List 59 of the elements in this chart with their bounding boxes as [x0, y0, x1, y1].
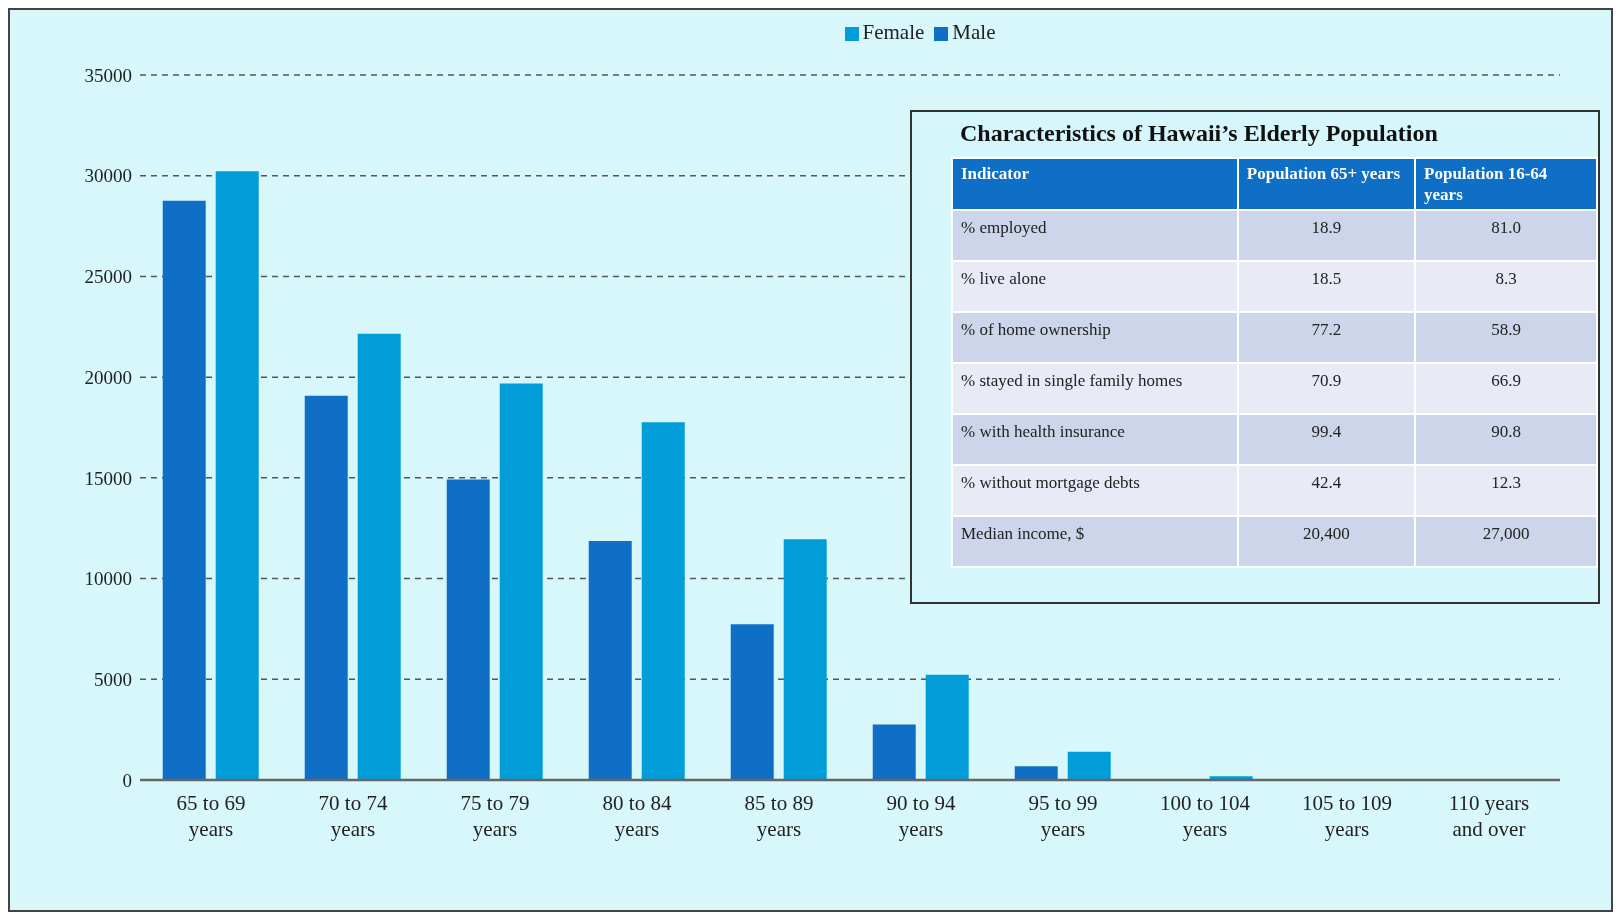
annotation: 18.9: [1237, 210, 1416, 261]
bar: [925, 674, 969, 780]
bar: [499, 383, 543, 780]
annotation: 27,000: [1415, 516, 1597, 567]
y-tick-label: 10000: [84, 568, 132, 590]
bar: [1014, 766, 1058, 780]
annotation: 90.8: [1415, 414, 1597, 465]
bar: [304, 395, 348, 780]
annotation: 58.9: [1415, 312, 1597, 363]
bar: [872, 724, 916, 780]
annotation: % with health insurance: [952, 414, 1238, 465]
x-tick-label: 105 to 109 years: [1302, 791, 1392, 841]
annotation: 70.9: [1237, 363, 1416, 414]
y-tick-label: 0: [122, 769, 132, 791]
y-tick-label: 25000: [84, 266, 132, 288]
annotation: Indicator: [952, 158, 1238, 210]
legend-label: Female: [862, 20, 925, 44]
x-tick-label: 70 to 74 years: [318, 791, 388, 841]
bar: [162, 200, 206, 780]
annotation: 77.2: [1237, 312, 1416, 363]
annotation: Population 16-64 years: [1415, 158, 1597, 210]
annotation: 66.9: [1415, 363, 1597, 414]
annotation: 42.4: [1237, 465, 1416, 516]
y-tick-label: 15000: [84, 467, 132, 489]
y-tick-label: 5000: [94, 669, 132, 691]
x-tick-label: 65 to 69 years: [176, 791, 246, 841]
y-tick-label: 35000: [84, 64, 132, 86]
bar: [1067, 751, 1111, 780]
annotation: % employed: [952, 210, 1238, 261]
annotation: 18.5: [1237, 261, 1416, 312]
text: Characteristics of Hawaii’s Elderly Population: [960, 120, 1439, 147]
annotation: 12.3: [1415, 465, 1597, 516]
annotation: % live alone: [952, 261, 1238, 312]
x-tick-label: 110 years and over: [1448, 791, 1530, 841]
x-tick-label: 75 to 79 years: [460, 791, 530, 841]
bar: [357, 333, 401, 780]
annotation: 8.3: [1415, 261, 1597, 312]
bar: [730, 624, 774, 780]
annotation: % of home ownership: [952, 312, 1238, 363]
annotation: % without mortgage debts: [952, 465, 1238, 516]
x-tick-label: 100 to 104 years: [1160, 791, 1251, 841]
x-tick-label: 85 to 89 years: [744, 791, 814, 841]
legend-label: Male: [952, 20, 996, 44]
bar: [641, 422, 685, 780]
bar: [215, 171, 259, 780]
x-tick-label: 90 to 94 years: [886, 791, 956, 841]
y-tick-label: 20000: [84, 366, 132, 388]
annotation: 99.4: [1237, 414, 1416, 465]
x-tick-label: 95 to 99 years: [1028, 791, 1098, 841]
bar: [588, 540, 632, 780]
annotation: 81.0: [1415, 210, 1597, 261]
x-tick-label: 80 to 84 years: [602, 791, 672, 841]
annotation: % stayed in single family homes: [952, 363, 1238, 414]
annotation: Median income, $: [952, 516, 1238, 567]
bar: [783, 539, 827, 780]
annotation: Population 65+ years: [1237, 158, 1416, 210]
bar: [446, 479, 490, 780]
y-tick-label: 30000: [84, 165, 132, 187]
annotation: 20,400: [1237, 516, 1416, 567]
